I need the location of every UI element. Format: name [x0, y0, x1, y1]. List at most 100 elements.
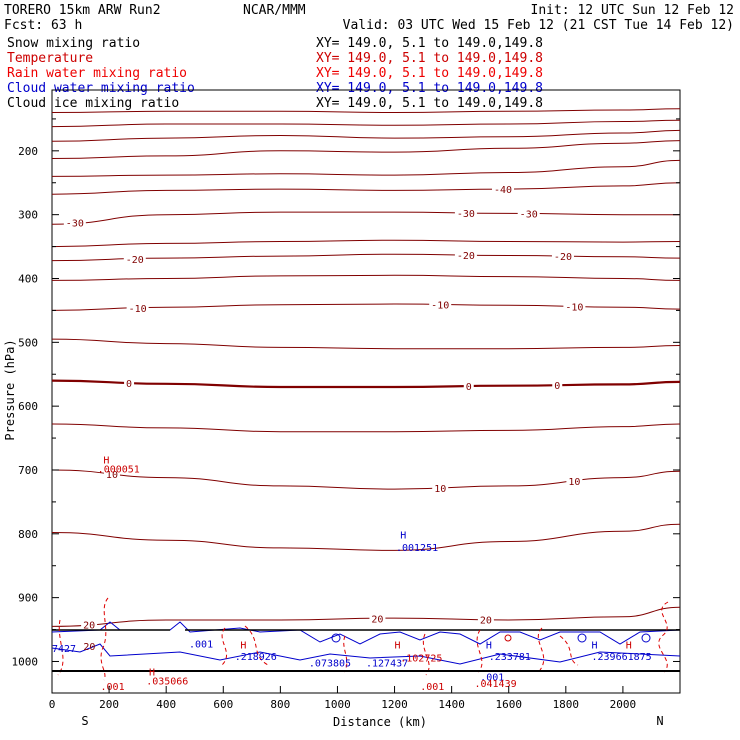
- extremum-label: .102725: [400, 653, 442, 664]
- field-name: Snow mixing ratio: [7, 36, 140, 51]
- y-tick-label: 500: [18, 336, 38, 349]
- isotherm: [51, 211, 680, 225]
- isotherm-label: -10: [565, 302, 583, 313]
- plot-border: [51, 89, 681, 694]
- x-tick-label: 200: [99, 698, 119, 711]
- plot-frame: [51, 89, 681, 694]
- isotherm-label: 0: [466, 382, 472, 393]
- isotherm-label: -30: [457, 209, 475, 220]
- field-name: Temperature: [7, 51, 93, 66]
- x-tick-label: 1800: [553, 698, 580, 711]
- extremum-label: .127437: [366, 659, 408, 670]
- isotherm-label: 10: [106, 470, 118, 481]
- isotherm: [51, 379, 681, 389]
- isotherm-label-bg: [81, 618, 98, 630]
- isotherm: [51, 108, 681, 114]
- isotherm: [51, 182, 681, 195]
- field-name: Cloud ice mixing ratio: [7, 96, 179, 111]
- x-tick-label: 1600: [495, 698, 522, 711]
- y-tick-label: 700: [18, 464, 38, 477]
- isotherm-label-bg: [477, 613, 494, 625]
- isotherm-label: 10: [568, 477, 580, 488]
- isotherm-label: 20: [480, 616, 492, 627]
- y-tick-label: 800: [18, 528, 38, 541]
- isotherm-label-bg: [63, 216, 86, 228]
- hydrometeor-contours: [51, 597, 681, 681]
- extremum-label: H: [103, 456, 109, 467]
- field-xy-range: XY= 149.0, 5.1 to 149.0,149.8: [316, 36, 543, 51]
- field-xy-range: XY= 149.0, 5.1 to 149.0,149.8: [316, 96, 543, 111]
- extremum-label: .000051: [98, 465, 140, 476]
- isotherm-label-bg: [123, 252, 146, 264]
- isotherm-label: -30: [66, 218, 84, 229]
- x-tick-label: 1000: [324, 698, 351, 711]
- field-list: Snow mixing ratio XY= 149.0, 5.1 to 149.0…: [7, 36, 543, 111]
- isotherm-label-bg: [517, 207, 540, 219]
- isotherm-label-bg: [369, 612, 386, 624]
- extremum-label: 20: [83, 642, 95, 653]
- isotherm-label: -30: [520, 210, 538, 221]
- north-end-label: N: [656, 714, 663, 728]
- y-axis-label: Pressure (hPa): [3, 339, 17, 440]
- x-tick-label: 0: [49, 698, 56, 711]
- isotherm-label: 0: [126, 379, 132, 390]
- field-name: Cloud water mixing ratio: [7, 81, 195, 96]
- x-tick-label: 2000: [610, 698, 637, 711]
- isotherm: [51, 253, 681, 262]
- cloud-water-cell: [331, 633, 341, 643]
- extremum-label: H: [626, 641, 632, 652]
- extremum-label: H: [592, 641, 598, 652]
- extremum-label: .001: [101, 682, 125, 693]
- extremum-label: H: [400, 530, 406, 541]
- isotherm-label: -20: [126, 255, 144, 266]
- isotherm: [51, 338, 681, 350]
- isotherm-label-bg: [563, 300, 586, 312]
- isotherm-label: 20: [371, 614, 383, 625]
- rain-cell: [504, 634, 512, 642]
- extremum-label: .001: [189, 639, 213, 650]
- x-tick-label: 600: [213, 698, 233, 711]
- x-tick-label: 1400: [438, 698, 465, 711]
- isotherm-label-bg: [566, 475, 583, 487]
- y-tick-label: 600: [18, 400, 38, 413]
- field-xy-range: XY= 149.0, 5.1 to 149.0,149.8: [316, 51, 543, 66]
- valid-time: Valid: 03 UTC Wed 15 Feb 12 (21 CST Tue …: [343, 18, 734, 33]
- isotherm-label-bg: [551, 250, 574, 262]
- isotherm-label: 10: [434, 484, 446, 495]
- model-title: TORERO 15km ARW Run2: [4, 3, 161, 18]
- isotherm: [51, 140, 681, 159]
- south-end-label: S: [81, 714, 88, 728]
- isotherm: [51, 423, 681, 433]
- isotherm-label: -10: [129, 304, 147, 315]
- isotherm: [51, 469, 681, 490]
- rain-water-contour: [57, 597, 669, 681]
- isotherm-label-bg: [103, 468, 120, 480]
- x-tick-label: 800: [270, 698, 290, 711]
- isotherm-label-bg: [429, 298, 452, 310]
- isotherm-label-bg: [454, 206, 477, 218]
- field-xy-range: XY= 149.0, 5.1 to 149.0,149.8: [316, 81, 543, 96]
- extremum-label: .073805: [309, 659, 351, 670]
- extremum-label: .233781: [489, 652, 531, 663]
- isotherm-label: 20: [83, 620, 95, 631]
- isotherm-label-bg: [124, 376, 135, 388]
- extremum-label: .239661875: [592, 652, 652, 663]
- forecast-hour: Fcst: 63 h: [4, 18, 82, 33]
- isotherm: [51, 159, 681, 177]
- extremum-label: .041439: [474, 679, 516, 690]
- field-name: Rain water mixing ratio: [7, 66, 187, 81]
- isotherm-label-bg: [492, 183, 515, 195]
- organization: NCAR/MMM: [243, 3, 306, 18]
- isotherm-label-bg: [463, 380, 474, 392]
- init-time: Init: 12 UTC Sun 12 Feb 12: [531, 3, 735, 18]
- extremum-label: H: [486, 641, 492, 652]
- extremum-label: H: [240, 641, 246, 652]
- extremum-label: .001: [420, 682, 444, 693]
- isotherm-label-bg: [126, 302, 149, 314]
- y-tick-label: 1000: [12, 655, 39, 668]
- y-tick-label: 300: [18, 209, 38, 222]
- x-axis-label: Distance (km): [333, 715, 427, 729]
